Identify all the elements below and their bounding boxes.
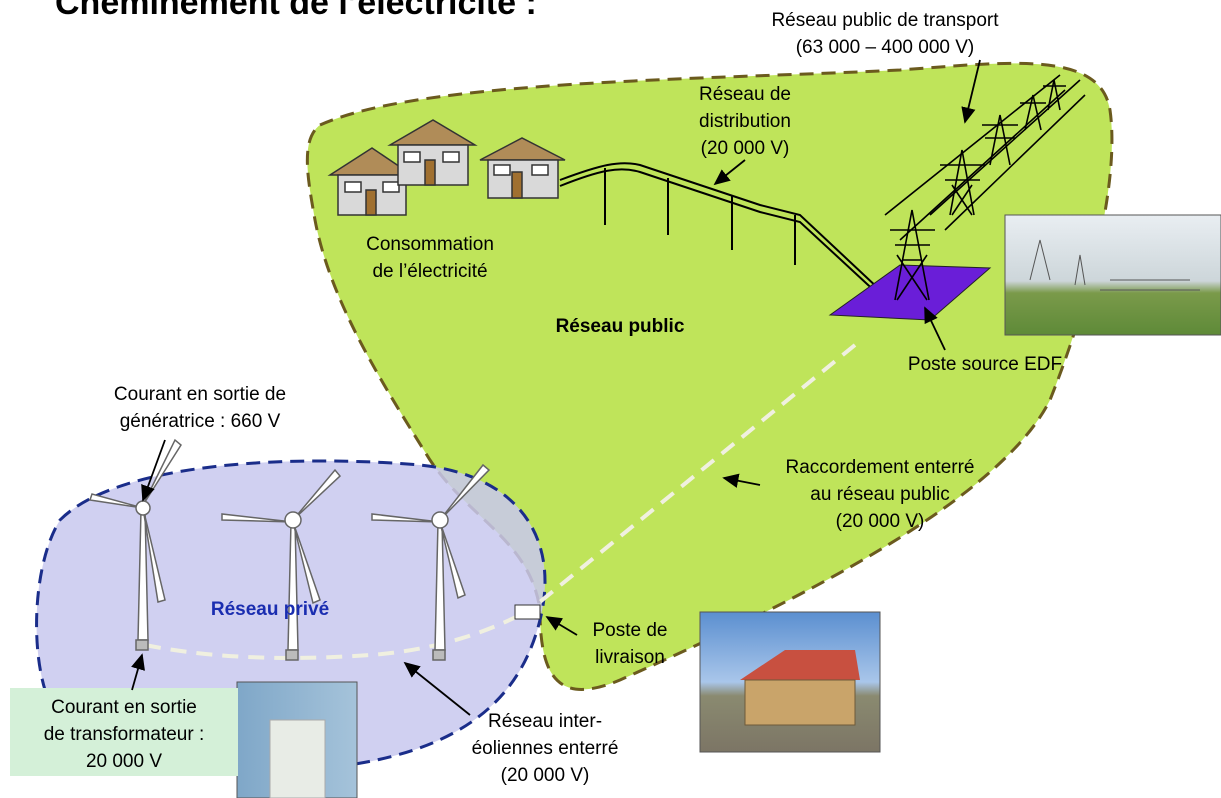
delivery-building (745, 680, 855, 725)
transformer-tower (270, 720, 325, 798)
label: génératrice : 660 V (120, 411, 281, 432)
title: Cheminement de l’électricité : (55, 0, 537, 22)
label: de l’électricité (372, 261, 487, 282)
label: livraison (595, 647, 665, 668)
label: Réseau de (699, 84, 791, 105)
label: Réseau public de transport (771, 10, 999, 31)
label: Consommation (366, 234, 494, 255)
label: Poste de (593, 620, 668, 641)
label: au réseau public (810, 484, 949, 505)
label: (63 000 – 400 000 V) (796, 37, 975, 58)
label: (20 000 V) (836, 511, 925, 532)
label: Courant en sortie de (114, 384, 286, 405)
label: (20 000 V) (501, 765, 590, 786)
label: de transformateur : (44, 724, 205, 745)
label: Raccordement enterré (785, 457, 974, 478)
label: Réseau privé (211, 599, 329, 620)
label: Courant en sortie (51, 697, 197, 718)
delivery-box (515, 605, 540, 619)
label: éoliennes enterré (472, 738, 619, 759)
substation-photo (1005, 215, 1221, 335)
label: (20 000 V) (701, 138, 790, 159)
label: 20 000 V (86, 751, 162, 772)
label: Réseau public (556, 316, 685, 337)
diagram: Cheminement de l’électricité : (0, 0, 1221, 798)
label: Réseau inter- (488, 711, 602, 732)
label: Poste source EDF (908, 354, 1062, 375)
label: distribution (699, 111, 791, 132)
